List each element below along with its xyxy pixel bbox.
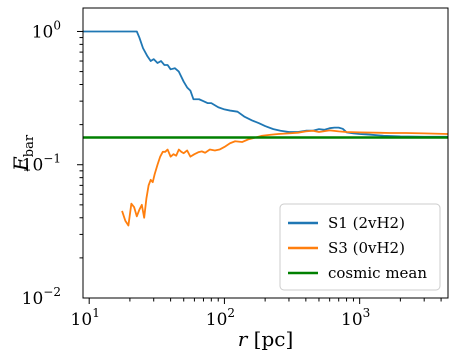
legend-box	[279, 203, 441, 291]
legend-label-2: cosmic mean	[328, 264, 427, 282]
y-tick-label-0: 10−2	[22, 285, 61, 309]
series-line-0	[83, 30, 448, 138]
y-axis: 10−2 10−1 100	[22, 18, 83, 309]
series-line-1	[121, 129, 448, 227]
x-tick-label-0: 101	[71, 306, 100, 330]
legend-label-0: S1 (2vH2)	[328, 214, 405, 232]
y-tick-label-2: 100	[32, 18, 61, 42]
legend: S1 (2vH2) S3 (0vH2) cosmic mean	[279, 203, 441, 291]
series-layer	[83, 30, 448, 227]
x-tick-label-2: 103	[341, 306, 370, 330]
x-tick-label-1: 102	[206, 306, 235, 330]
x-axis-label: r [pc]	[238, 327, 294, 351]
legend-label-1: S3 (0vH2)	[328, 239, 405, 257]
x-axis: 101 102 103	[71, 298, 442, 330]
y-tick-label-1: 10−1	[22, 152, 61, 176]
y-axis-label: Fbar	[9, 134, 37, 172]
